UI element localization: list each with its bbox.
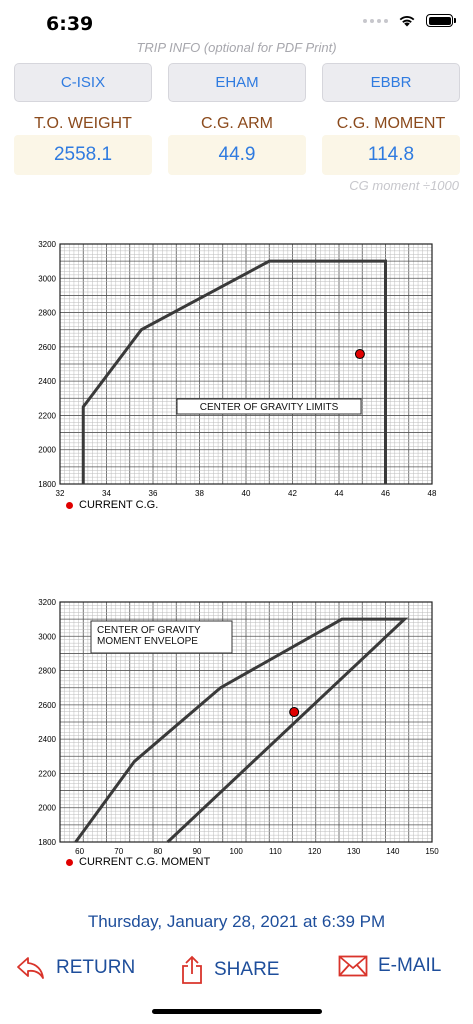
cg-moment-chart-svg: 1800 2000 2200 2400 2600 2800 3000 3200 60 70 80 90… bbox=[38, 598, 439, 856]
cg-limits-chart-svg: 1800 2000 2200 2400 2600 2800 3000 3200 32 34 36 38… bbox=[38, 240, 437, 498]
cg-moment-x-tick-label: 80 bbox=[153, 847, 162, 856]
legend-dot-icon bbox=[66, 501, 73, 509]
cg-limits-y-tick-label: 2000 bbox=[38, 446, 56, 455]
signal-dots-icon bbox=[363, 18, 388, 23]
cg-limits-x-tick-label: 48 bbox=[428, 489, 437, 498]
home-indicator bbox=[152, 1009, 322, 1014]
cg-moment-x-tick-label: 130 bbox=[347, 847, 361, 856]
departure-button[interactable]: EHAM bbox=[168, 63, 306, 102]
wifi-icon bbox=[399, 15, 415, 27]
cg-moment-x-tick-label: 150 bbox=[425, 847, 439, 856]
cg-moment-x-tick-label: 110 bbox=[269, 847, 282, 856]
cg-limits-x-tick-label: 38 bbox=[195, 489, 204, 498]
cg-moment-title-box bbox=[90, 620, 233, 654]
cg-limits-y-tick-label: 3000 bbox=[38, 274, 56, 283]
cg-limits-current-point bbox=[354, 349, 365, 360]
share-button[interactable]: SHARE bbox=[180, 955, 279, 985]
cg-moment-legend: CURRENT C.G. MOMENT bbox=[66, 856, 210, 868]
cg-moment-x-tick-label: 60 bbox=[75, 847, 84, 856]
cg-moment-label: C.G. MOMENT bbox=[336, 115, 446, 132]
status-icons bbox=[363, 14, 456, 27]
email-label: E-MAIL bbox=[378, 955, 442, 976]
battery-icon bbox=[426, 14, 456, 27]
cg-limits-y-tick-label: 2800 bbox=[38, 309, 56, 318]
cg-limits-y-tick-label: 3200 bbox=[38, 240, 56, 249]
cg-limits-y-tick-label: 2200 bbox=[38, 411, 56, 420]
cg-limits-title-text: CENTER OF GRAVITY LIMITS bbox=[200, 402, 339, 413]
cg-moment-y-tick-label: 2600 bbox=[38, 701, 56, 710]
cg-moment-y-tick-label: 3200 bbox=[38, 598, 56, 607]
cg-moment-y-tick-label: 1800 bbox=[38, 838, 56, 847]
cg-arm-label: C.G. ARM bbox=[200, 115, 273, 132]
cg-moment-frame bbox=[59, 601, 433, 843]
cg-moment-x-tick-label: 120 bbox=[308, 847, 322, 856]
cg-moment-y-tick-label: 2000 bbox=[38, 804, 56, 813]
report-date: Thursday, January 28, 2021 at 6:39 PM bbox=[87, 912, 386, 931]
status-time: 6:39 bbox=[46, 13, 94, 35]
cg-moment-x-tick-label: 140 bbox=[386, 847, 400, 856]
cg-moment-envelope-line bbox=[74, 617, 409, 844]
cg-limits-y-tick-label: 1800 bbox=[38, 480, 56, 489]
email-button[interactable]: E-MAIL bbox=[338, 955, 441, 977]
legend-dot-icon bbox=[66, 858, 73, 866]
cg-moment-y-tick-label: 2200 bbox=[38, 769, 56, 778]
cg-moment-title-text: MOMENT ENVELOPE bbox=[97, 636, 198, 647]
destination-button[interactable]: EBBR bbox=[322, 63, 460, 102]
share-label: SHARE bbox=[214, 959, 280, 980]
aircraft-button[interactable]: C-ISIX bbox=[14, 63, 152, 102]
cg-moment-legend-label: CURRENT C.G. MOMENT bbox=[79, 856, 211, 868]
cg-limits-chart: 1800 2000 2200 2400 2600 2800 3000 3200 32 34 36 38… bbox=[0, 232, 473, 507]
cg-moment-x-tick-label: 90 bbox=[193, 847, 202, 856]
cg-limits-legend: CURRENT C.G. bbox=[66, 499, 158, 511]
return-arrow-icon bbox=[17, 957, 44, 979]
cg-limits-x-tick-label: 34 bbox=[102, 489, 111, 498]
status-bar: 6:39 bbox=[0, 0, 473, 52]
cg-moment-note: CG moment ÷1000 bbox=[349, 178, 459, 193]
cg-arm-value[interactable]: 44.9 bbox=[168, 135, 306, 175]
cg-moment-chart: 1800 2000 2200 2400 2600 2800 3000 3200 60 70 80 90… bbox=[0, 590, 473, 865]
return-button[interactable]: RETURN bbox=[16, 955, 135, 981]
cg-moment-x-tick-label: 70 bbox=[114, 847, 123, 856]
cg-limits-y-tick-label: 2600 bbox=[38, 343, 56, 352]
trip-info-label: TRIP INFO (optional for PDF Print) bbox=[136, 40, 337, 55]
share-icon bbox=[182, 955, 202, 984]
return-label: RETURN bbox=[56, 957, 136, 978]
cg-limits-x-tick-label: 36 bbox=[149, 489, 158, 498]
cg-moment-y-tick-label: 2800 bbox=[38, 667, 56, 676]
cg-limits-x-tick-label: 42 bbox=[288, 489, 297, 498]
cg-limits-frame bbox=[59, 243, 433, 485]
cg-limits-y-tick-label: 2400 bbox=[38, 377, 56, 386]
cg-moment-current-point bbox=[289, 707, 300, 718]
to-weight-label: T.O. WEIGHT bbox=[34, 115, 132, 132]
cg-moment-value[interactable]: 114.8 bbox=[322, 135, 460, 175]
cg-limits-x-tick-label: 44 bbox=[335, 489, 344, 498]
cg-limits-title-box bbox=[176, 398, 362, 415]
envelope-icon bbox=[338, 955, 368, 977]
cg-limits-x-tick-label: 40 bbox=[242, 489, 251, 498]
cg-moment-title-text: CENTER OF GRAVITY bbox=[97, 625, 201, 636]
cg-moment-y-tick-label: 2400 bbox=[38, 735, 56, 744]
cg-limits-legend-label: CURRENT C.G. bbox=[79, 499, 159, 511]
cg-moment-y-tick-label: 3000 bbox=[38, 632, 56, 641]
to-weight-value[interactable]: 2558.1 bbox=[14, 135, 152, 175]
cg-moment-x-tick-label: 100 bbox=[230, 847, 244, 856]
cg-limits-x-tick-label: 32 bbox=[56, 489, 65, 498]
cg-limits-envelope-line bbox=[81, 259, 387, 484]
cg-limits-x-tick-label: 46 bbox=[381, 489, 390, 498]
